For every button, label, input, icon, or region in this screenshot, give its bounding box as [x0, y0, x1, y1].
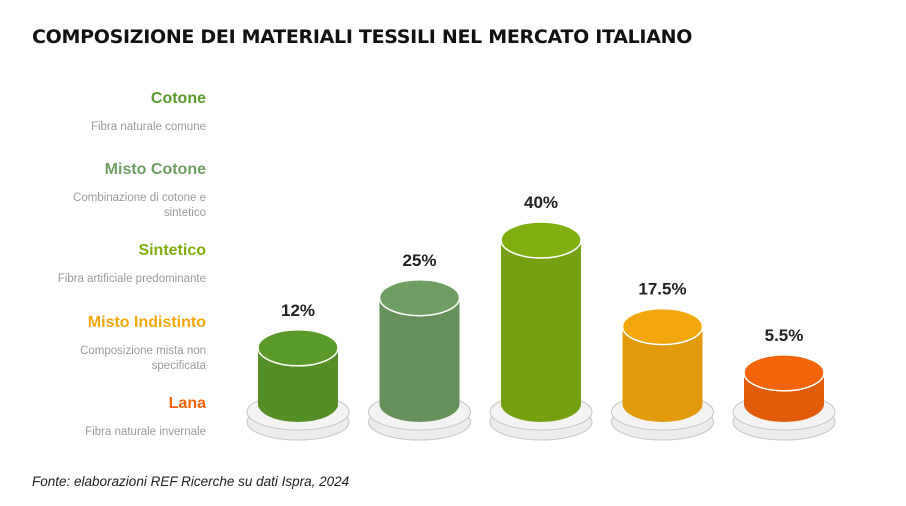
value-label: 12% — [281, 301, 315, 320]
legend-name: Misto Cotone — [104, 161, 206, 178]
legend-item-sintetico: Sintetico Fibra artificiale predominante — [6, 242, 206, 287]
legend-name: Misto Indistinto — [87, 314, 206, 331]
cylinder-body-misto-cotone — [379, 297, 460, 422]
legend-desc: Fibra artificiale predominante — [57, 273, 206, 285]
legend-name: Sintetico — [138, 242, 206, 259]
legend-desc: Fibra naturale invernale — [85, 426, 206, 438]
legend-item-misto-indistinto: Misto Indistinto Composizione mista non … — [6, 314, 206, 374]
value-label: 40% — [524, 193, 558, 212]
value-label: 17.5% — [638, 280, 686, 299]
source-note: Fonte: elaborazioni REF Ricerche su dati… — [32, 474, 350, 489]
legend-name: Cotone — [150, 90, 206, 107]
legend-desc: Combinazione di cotone e sintetico — [73, 192, 206, 219]
chart-title: COMPOSIZIONE DEI MATERIALI TESSILI NEL M… — [32, 26, 693, 48]
cylinder-body-sintetico — [501, 240, 581, 422]
legend-item-cotone: Cotone Fibra naturale comune — [6, 90, 206, 135]
cylinder-top — [621, 307, 704, 346]
cylinder-top — [500, 221, 582, 259]
cylinder-body-misto-indistinto — [622, 326, 703, 422]
legend-name: Lana — [168, 395, 206, 412]
cylinder-top — [378, 279, 461, 317]
value-label: 25% — [402, 251, 436, 270]
cylinder-top — [257, 329, 339, 367]
legend-desc: Composizione mista non specificata — [80, 345, 206, 372]
cylinder-body-cotone — [258, 347, 338, 422]
legend-item-lana: Lana Fibra naturale invernale — [6, 395, 206, 440]
value-label: 5.5% — [765, 326, 804, 345]
legend-desc: Fibra naturale comune — [90, 121, 206, 133]
cylinder-top — [743, 354, 825, 392]
legend-item-misto-cotone: Misto Cotone Combinazione di cotone e si… — [6, 161, 206, 221]
